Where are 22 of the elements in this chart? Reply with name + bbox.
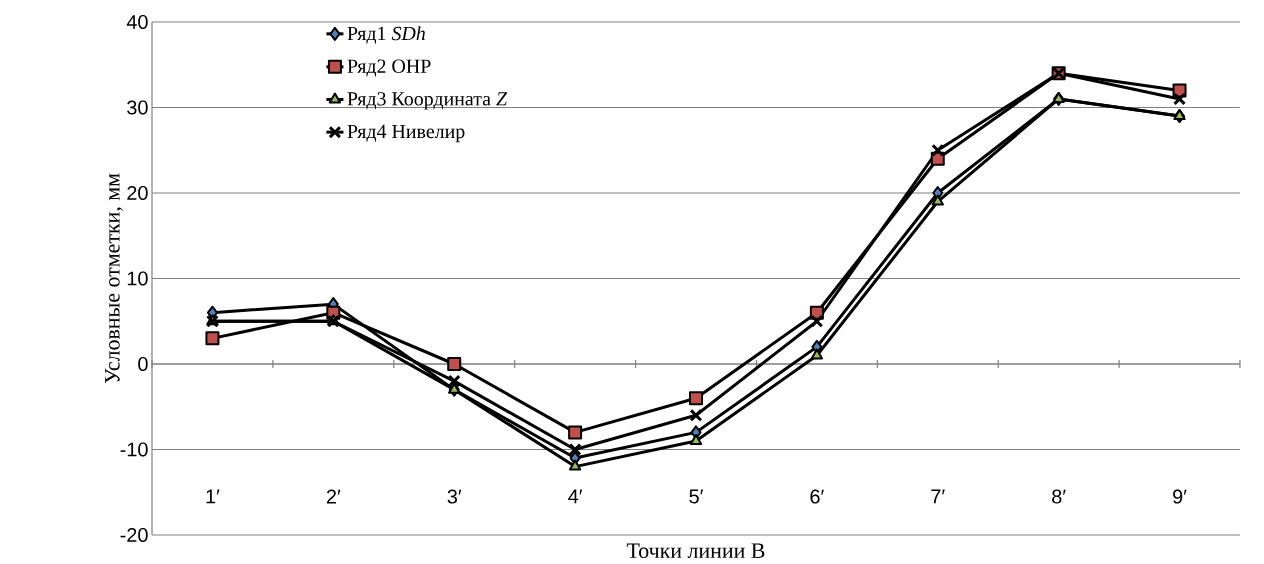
y-axis-title: Условные отметки, мм [105,173,123,384]
y-tick-label: 40 [126,14,148,30]
y-tick-label: 10 [127,271,148,286]
y-tick-label: 20 [127,185,148,201]
x-tick-label: 8′ [1052,489,1066,504]
x-tick-label: 7′ [931,489,945,504]
y-tick-label: 30 [127,100,148,115]
legend-label: Ряд1 SDh [347,26,425,44]
x-tick-label: 9′ [1173,489,1187,504]
y-tick-label: -20 [120,527,148,543]
y-tick-label: -10 [120,442,148,457]
x-tick-label: 3′ [447,489,462,504]
x-tick-label: 2′ [326,489,341,504]
legend-label: Ряд2 ОНР [347,59,431,77]
x-tick-label: 4′ [568,489,583,504]
x-tick-label: 6′ [810,489,824,504]
legend-label: Ряд3 Координата Z [347,92,508,110]
y-tick-label: 0 [138,356,148,372]
legend-label: Ряд4 Нивелир [347,124,465,143]
x-tick-label: 5′ [689,489,704,504]
x-axis-title: Точки линии В [626,543,765,559]
x-tick-label: 1′ [206,489,220,504]
